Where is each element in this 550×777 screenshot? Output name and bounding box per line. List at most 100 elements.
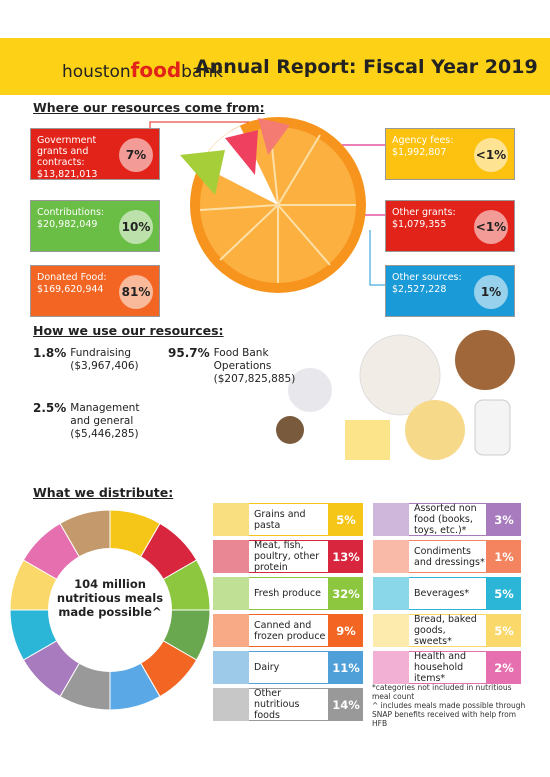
distribution-row: Beverages* 5% [373, 577, 521, 610]
item-percent: 14% [329, 688, 363, 721]
item-image [213, 540, 249, 573]
item-image [373, 540, 409, 573]
ingredients-illustration [276, 330, 515, 460]
distribution-row: Bread, baked goods, sweets* 5% [373, 614, 521, 647]
item-percent: 2% [487, 651, 521, 684]
source-percent: 10% [119, 210, 153, 244]
grapefruit-slice [258, 118, 290, 155]
source-label: Contributions: [37, 207, 105, 218]
source-amount: $2,527,228 [392, 284, 447, 295]
item-image [373, 503, 409, 536]
distribution-row: Health and household items* 2% [373, 651, 521, 684]
source-amount: $169,620,944 [37, 284, 104, 295]
source-box: Agency fees: $1,992,807 <1% [385, 128, 515, 180]
distribution-row: Condiments and dressings* 1% [373, 540, 521, 573]
item-image [373, 577, 409, 610]
source-amount: $13,821,013 [37, 169, 98, 180]
distribution-row: Fresh produce 32% [213, 577, 363, 610]
title: Annual Report: Fiscal Year 2019 [195, 56, 538, 78]
item-percent: 32% [329, 577, 363, 610]
item-label: Assorted non food (books, toys, etc.)* [409, 503, 487, 536]
item-percent: 3% [487, 503, 521, 536]
footnote: ^ includes meals made possible through S… [372, 701, 526, 728]
item-label: Beverages* [409, 577, 487, 610]
item-percent: 13% [329, 540, 363, 573]
item-label: Meat, fish, poultry, other protein [249, 540, 329, 573]
use-item: 1.8% Fundraising ($3,967,406) [33, 347, 150, 373]
grapefruit-slice [225, 130, 258, 175]
source-box: Other sources: $2,527,228 1% [385, 265, 515, 317]
distribution-row: Dairy 11% [213, 651, 363, 684]
heading: Where our resources come from: [33, 100, 265, 115]
distribution-row: Canned and frozen produce 9% [213, 614, 363, 647]
item-label: Grains and pasta [249, 503, 329, 536]
lime-slice [180, 150, 225, 195]
item-image [213, 577, 249, 610]
item-image [213, 651, 249, 684]
source-percent: <1% [474, 210, 508, 244]
item-image [373, 614, 409, 647]
source-label: Donated Food: [37, 272, 107, 283]
source-label: Other grants: [392, 207, 456, 218]
source-amount: $1,079,355 [392, 219, 447, 230]
use-amount: ($5,446,285) [70, 428, 139, 440]
logo-prefix: houston [62, 62, 131, 82]
use-percent: 1.8% [33, 346, 67, 360]
item-label: Fresh produce [249, 577, 329, 610]
item-label: Dairy [249, 651, 329, 684]
source-box: Other grants: $1,079,355 <1% [385, 200, 515, 252]
donut-illustration [9, 509, 211, 711]
use-text: Management and general ($5,446,285) [70, 402, 150, 441]
footnote: *categories not included in nutritious m… [372, 683, 512, 701]
logo: houstonfoodbank [62, 58, 223, 82]
item-percent: 9% [329, 614, 363, 647]
source-percent: 1% [474, 275, 508, 309]
item-percent: 5% [487, 577, 521, 610]
source-amount: $1,992,807 [392, 147, 447, 158]
source-label: Agency fees: [392, 135, 454, 146]
source-amount: $20,982,049 [37, 219, 98, 230]
item-percent: 11% [329, 651, 363, 684]
use-item: 95.7% Food Bank Operations ($207,825,885) [168, 346, 296, 386]
orange-illustration [149, 117, 385, 293]
use-percent: 2.5% [33, 401, 67, 415]
source-label: Government grants and contracts: [37, 135, 97, 168]
use-text: Fundraising ($3,967,406) [70, 347, 150, 373]
item-percent: 5% [487, 614, 521, 647]
item-image [213, 503, 249, 536]
source-box: Donated Food: $169,620,944 81% [30, 265, 160, 317]
item-label: Canned and frozen produce [249, 614, 329, 647]
source-percent: 81% [119, 275, 153, 309]
use-item: 2.5% Management and general ($5,446,285) [33, 402, 150, 441]
distribution-row: Other nutritious foods 14% [213, 688, 363, 721]
distribution-row: Grains and pasta 5% [213, 503, 363, 536]
source-percent: 7% [119, 138, 153, 172]
logo-suffix: bank [181, 62, 223, 82]
source-box: Contributions: $20,982,049 10% [30, 200, 160, 252]
heading: What we distribute: [33, 485, 174, 500]
item-image [373, 651, 409, 684]
heading: How we use our resources: [33, 323, 224, 338]
use-text: Food Bank Operations ($207,825,885) [213, 347, 296, 386]
source-percent: <1% [474, 138, 508, 172]
source-box: Government grants and contracts: $13,821,… [30, 128, 160, 180]
connector [369, 230, 385, 286]
distribution-row: Meat, fish, poultry, other protein 13% [213, 540, 363, 573]
item-label: Condiments and dressings* [409, 540, 487, 573]
item-label: Other nutritious foods [249, 688, 329, 721]
header-band [0, 38, 550, 95]
use-amount: ($207,825,885) [213, 373, 296, 385]
distribution-row: Assorted non food (books, toys, etc.)* 3% [373, 503, 521, 536]
use-label: Food Bank Operations [213, 347, 272, 372]
missing-wedge [200, 126, 278, 205]
item-percent: 1% [487, 540, 521, 573]
logo-bold: food [130, 58, 182, 82]
source-label: Other sources: [392, 272, 462, 283]
item-image [213, 614, 249, 647]
use-label: Management and general [70, 402, 140, 427]
item-label: Health and household items* [409, 651, 487, 684]
use-label: Fundraising [70, 347, 132, 359]
use-percent: 95.7% [168, 346, 210, 360]
donut-center-text: 104 million nutritious meals made possib… [56, 577, 164, 619]
